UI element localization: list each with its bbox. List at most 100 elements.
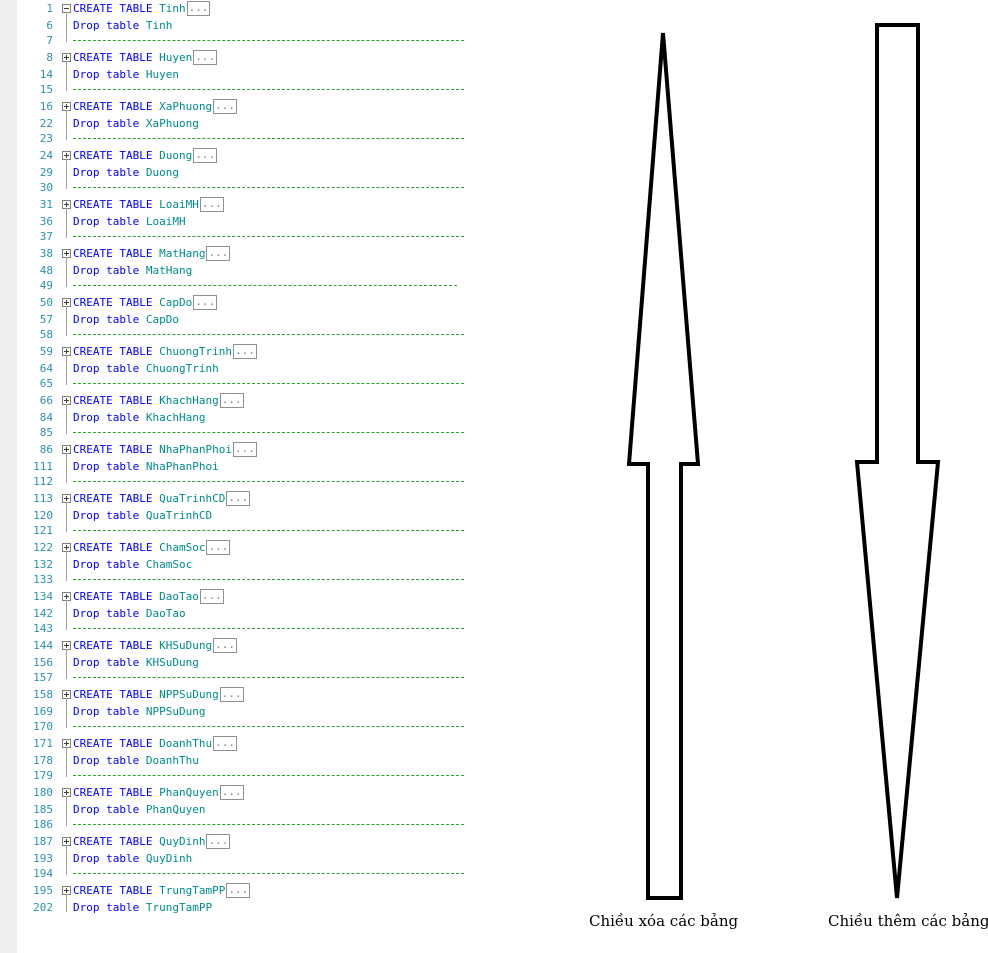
- comment-separator: [73, 432, 464, 433]
- code-line-drop[interactable]: 185 Drop table PhanQuyen: [17, 801, 487, 818]
- code-line-create[interactable]: 187 CREATE TABLE QuyDinh...: [17, 833, 487, 850]
- table-name: QuaTrinhCD: [159, 492, 226, 505]
- code-line-create[interactable]: 180 CREATE TABLE PhanQuyen...: [17, 784, 487, 801]
- code-line-separator[interactable]: 23: [17, 130, 487, 147]
- code-line-create[interactable]: 31 CREATE TABLE LoaiMH...: [17, 196, 487, 213]
- code-line-drop[interactable]: 111 Drop table NhaPhanPhoi: [17, 458, 487, 475]
- create-keyword: CREATE TABLE: [73, 443, 153, 456]
- comment-separator: [73, 236, 464, 237]
- code-line-drop[interactable]: 36 Drop table LoaiMH: [17, 213, 487, 230]
- create-keyword: CREATE TABLE: [73, 100, 153, 113]
- code-text: CREATE TABLE XaPhuong...: [73, 98, 237, 115]
- code-text: Drop table MatHang: [73, 262, 192, 279]
- collapsed-region-marker[interactable]: ...: [213, 99, 237, 114]
- code-line-create[interactable]: 122 CREATE TABLE ChamSoc...: [17, 539, 487, 556]
- code-line-drop[interactable]: 120 Drop table QuaTrinhCD: [17, 507, 487, 524]
- code-line-separator[interactable]: 194: [17, 865, 487, 882]
- code-line-separator[interactable]: 170: [17, 718, 487, 735]
- code-line-create[interactable]: 50 CREATE TABLE CapDo...: [17, 294, 487, 311]
- code-line-drop[interactable]: 193 Drop table QuyDinh: [17, 850, 487, 867]
- code-line-create[interactable]: 38 CREATE TABLE MatHang...: [17, 245, 487, 262]
- line-number: 58: [39, 328, 53, 341]
- table-name: KhachHang: [159, 394, 219, 407]
- collapsed-region-marker[interactable]: ...: [206, 834, 231, 849]
- code-line-drop[interactable]: 14 Drop table Huyen: [17, 66, 487, 83]
- collapsed-region-marker[interactable]: ...: [193, 148, 218, 163]
- code-line-drop[interactable]: 169 Drop table NPPSuDung: [17, 703, 487, 720]
- code-line-separator[interactable]: 15: [17, 81, 487, 98]
- code-line-separator[interactable]: 133: [17, 571, 487, 588]
- collapsed-region-marker[interactable]: ...: [206, 246, 231, 261]
- collapsed-region-marker[interactable]: ...: [193, 295, 218, 310]
- code-line-separator[interactable]: 65: [17, 375, 487, 392]
- code-line-drop[interactable]: 202 Drop table TrungTamPP: [17, 899, 487, 916]
- code-line-create[interactable]: 59 CREATE TABLE ChuongTrinh...: [17, 343, 487, 360]
- code-line-drop[interactable]: 57 Drop table CapDo: [17, 311, 487, 328]
- code-line-create[interactable]: 8 CREATE TABLE Huyen...: [17, 49, 487, 66]
- code-line-create[interactable]: 158 CREATE TABLE NPPSuDung...: [17, 686, 487, 703]
- comment-separator: [73, 579, 464, 580]
- code-line-separator[interactable]: 143: [17, 620, 487, 637]
- code-line-drop[interactable]: 84 Drop table KhachHang: [17, 409, 487, 426]
- collapsed-region-marker[interactable]: ...: [213, 736, 237, 751]
- collapsed-region-marker[interactable]: ...: [213, 638, 237, 653]
- code-line-separator[interactable]: 49: [17, 277, 487, 294]
- code-line-create[interactable]: 195 CREATE TABLE TrungTamPP...: [17, 882, 487, 899]
- code-line-create[interactable]: 144 CREATE TABLE KHSuDung...: [17, 637, 487, 654]
- code-line-create[interactable]: 1 CREATE TABLE Tinh...: [17, 0, 487, 17]
- sql-editor[interactable]: 1 CREATE TABLE Tinh... 6 Drop table Tinh 7 8 C…: [17, 0, 477, 953]
- code-line-separator[interactable]: 7: [17, 32, 487, 49]
- collapsed-region-marker[interactable]: ...: [206, 540, 231, 555]
- comment-separator: [73, 334, 464, 335]
- code-line-separator[interactable]: 121: [17, 522, 487, 539]
- collapsed-region-marker[interactable]: ...: [232, 344, 257, 359]
- create-direction-caption: Chiều thêm các bảng: [828, 912, 988, 930]
- collapsed-region-marker[interactable]: ...: [226, 883, 251, 898]
- code-line-separator[interactable]: 37: [17, 228, 487, 245]
- code-line-drop[interactable]: 48 Drop table MatHang: [17, 262, 487, 279]
- code-line-separator[interactable]: 85: [17, 424, 487, 441]
- code-line-create[interactable]: 134 CREATE TABLE DaoTao...: [17, 588, 487, 605]
- code-line-drop[interactable]: 142 Drop table DaoTao: [17, 605, 487, 622]
- code-line-drop[interactable]: 29 Drop table Duong: [17, 164, 487, 181]
- code-text: CREATE TABLE NPPSuDung...: [73, 686, 244, 703]
- line-number: 171: [33, 737, 53, 750]
- code-line-create[interactable]: 66 CREATE TABLE KhachHang...: [17, 392, 487, 409]
- code-line-create[interactable]: 86 CREATE TABLE NhaPhanPhoi...: [17, 441, 487, 458]
- code-line-drop[interactable]: 22 Drop table XaPhuong: [17, 115, 487, 132]
- code-line-create[interactable]: 113 CREATE TABLE QuaTrinhCD...: [17, 490, 487, 507]
- collapsed-region-marker[interactable]: ...: [226, 491, 251, 506]
- collapsed-region-marker[interactable]: ...: [219, 687, 244, 702]
- fold-guide: [66, 61, 67, 91]
- line-number: 132: [33, 558, 53, 571]
- collapsed-region-marker[interactable]: ...: [186, 1, 211, 16]
- code-line-drop[interactable]: 156 Drop table KHSuDung: [17, 654, 487, 671]
- code-line-separator[interactable]: 58: [17, 326, 487, 343]
- drop-keyword: Drop table: [73, 656, 140, 669]
- collapsed-region-marker[interactable]: ...: [219, 785, 244, 800]
- collapsed-region-marker[interactable]: ...: [199, 197, 224, 212]
- table-name: NhaPhanPhoi: [145, 460, 219, 473]
- code-line-create[interactable]: 16 CREATE TABLE XaPhuong...: [17, 98, 487, 115]
- code-line-drop[interactable]: 64 Drop table ChuongTrinh: [17, 360, 487, 377]
- code-line-drop[interactable]: 6 Drop table Tinh: [17, 17, 487, 34]
- drop-keyword: Drop table: [73, 460, 140, 473]
- code-line-separator[interactable]: 30: [17, 179, 487, 196]
- collapsed-region-marker[interactable]: ...: [219, 393, 244, 408]
- code-line-separator[interactable]: 186: [17, 816, 487, 833]
- collapsed-region-marker[interactable]: ...: [232, 442, 257, 457]
- code-line-drop[interactable]: 178 Drop table DoanhThu: [17, 752, 487, 769]
- line-number: 134: [33, 590, 53, 603]
- collapsed-region-marker[interactable]: ...: [199, 589, 224, 604]
- line-number: 113: [33, 492, 53, 505]
- fold-guide: [66, 551, 67, 581]
- code-line-drop[interactable]: 132 Drop table ChamSoc: [17, 556, 487, 573]
- code-line-separator[interactable]: 112: [17, 473, 487, 490]
- code-line-create[interactable]: 171 CREATE TABLE DoanhThu...: [17, 735, 487, 752]
- code-line-separator[interactable]: 179: [17, 767, 487, 784]
- collapsed-region-marker[interactable]: ...: [193, 50, 218, 65]
- code-line-separator[interactable]: 157: [17, 669, 487, 686]
- code-line-create[interactable]: 24 CREATE TABLE Duong...: [17, 147, 487, 164]
- comment-separator: [73, 677, 464, 678]
